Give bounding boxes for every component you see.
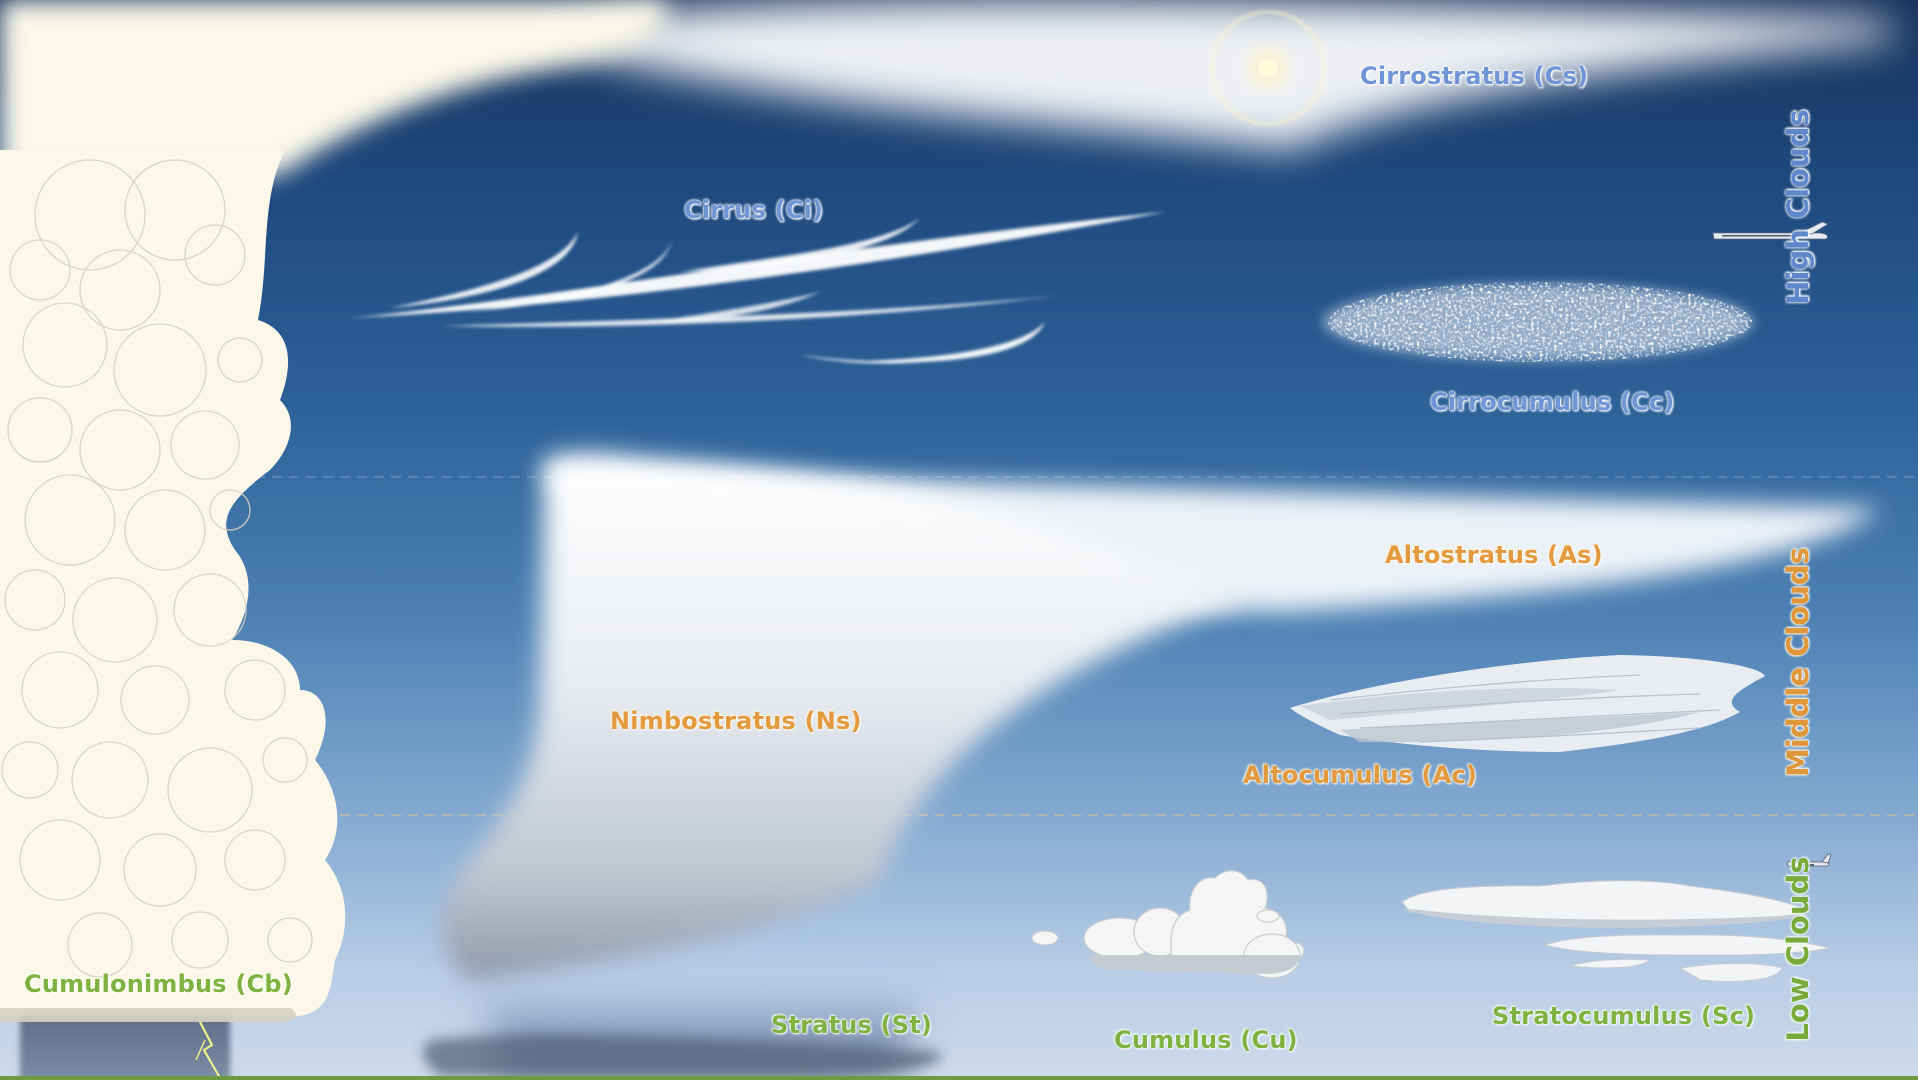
cumulus-cloud [1031, 870, 1305, 979]
lightning-bolt-icon [195, 1021, 221, 1079]
middle-clouds-band-label: Middle Clouds [1781, 547, 1815, 777]
altocumulus-cloud [1290, 655, 1765, 752]
cirrocumulus-cloud [1323, 282, 1753, 362]
sun-icon [1210, 10, 1326, 126]
cirrus-label: Cirrus (Ci) [684, 196, 824, 224]
cumulonimbus-cloud [0, 150, 346, 1080]
cirrostratus-cloud [560, 0, 1900, 150]
altocumulus-label: Altocumulus (Ac) [1243, 761, 1478, 789]
ground-line [0, 1076, 1918, 1080]
cirrostratus-label: Cirrostratus (Cs) [1360, 62, 1589, 90]
cumulonimbus-label: Cumulonimbus (Cb) [24, 970, 293, 998]
altostratus-label: Altostratus (As) [1385, 541, 1603, 569]
stratocumulus-label: Stratocumulus (Sc) [1492, 1002, 1756, 1030]
low-clouds-band-label: Low Clouds [1781, 856, 1815, 1042]
cirrus-cloud [350, 212, 1165, 364]
stratus-label: Stratus (St) [771, 1011, 933, 1039]
cumulus-label: Cumulus (Cu) [1114, 1026, 1298, 1054]
nimbostratus-label: Nimbostratus (Ns) [610, 707, 862, 735]
stratocumulus-cloud [1401, 880, 1831, 982]
stratus-cloud [423, 1035, 942, 1076]
propeller-airplane-icon [1786, 853, 1832, 867]
high-clouds-band-label: High Clouds [1781, 109, 1815, 305]
jet-airplane-icon [1712, 221, 1829, 240]
cirrocumulus-label: Cirrocumulus (Cc) [1430, 388, 1675, 416]
cumulonimbus-anvil [0, 0, 669, 175]
